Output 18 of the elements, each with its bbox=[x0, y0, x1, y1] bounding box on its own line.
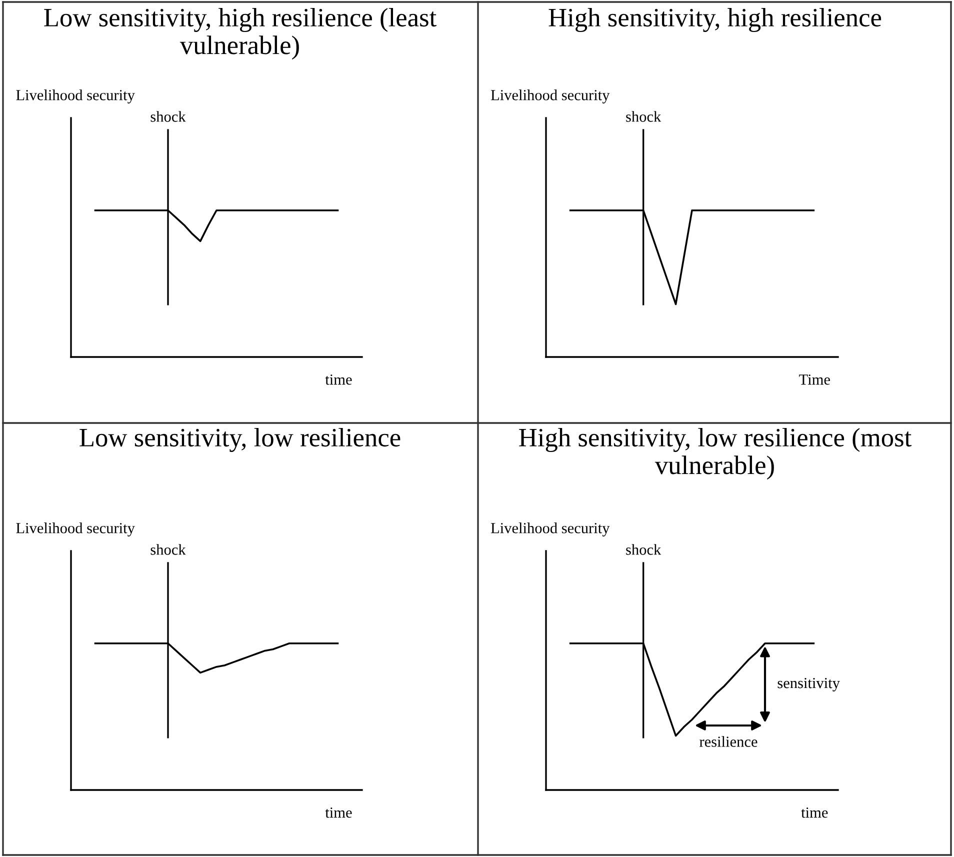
x-axis-title: time bbox=[801, 807, 828, 818]
chart-title: Low sensitivity, high resilience (least vulnerable) bbox=[44, 8, 436, 60]
y-axis-title: Livelihood security bbox=[16, 522, 135, 536]
chart-title: High sensitivity, high resilience bbox=[548, 8, 882, 32]
y-axis-title: Livelihood security bbox=[16, 90, 135, 104]
x-axis-title: time bbox=[325, 807, 352, 818]
y-axis-title: Livelihood security bbox=[490, 90, 610, 104]
text: shock bbox=[150, 544, 186, 555]
y-axis-title: Livelihood security bbox=[490, 522, 610, 536]
x-axis-title: Time bbox=[799, 374, 830, 385]
annotation: resilience bbox=[700, 736, 758, 747]
text: shock bbox=[626, 544, 662, 555]
text: shock bbox=[150, 111, 186, 122]
annotation: sensitivity bbox=[778, 678, 840, 692]
x-axis-title: time bbox=[325, 374, 352, 385]
text: shock bbox=[626, 111, 662, 122]
chart-title: High sensitivity, low resilience (most vulnerable) bbox=[519, 428, 912, 480]
chart-title: Low sensitivity, low resilience bbox=[80, 428, 400, 452]
